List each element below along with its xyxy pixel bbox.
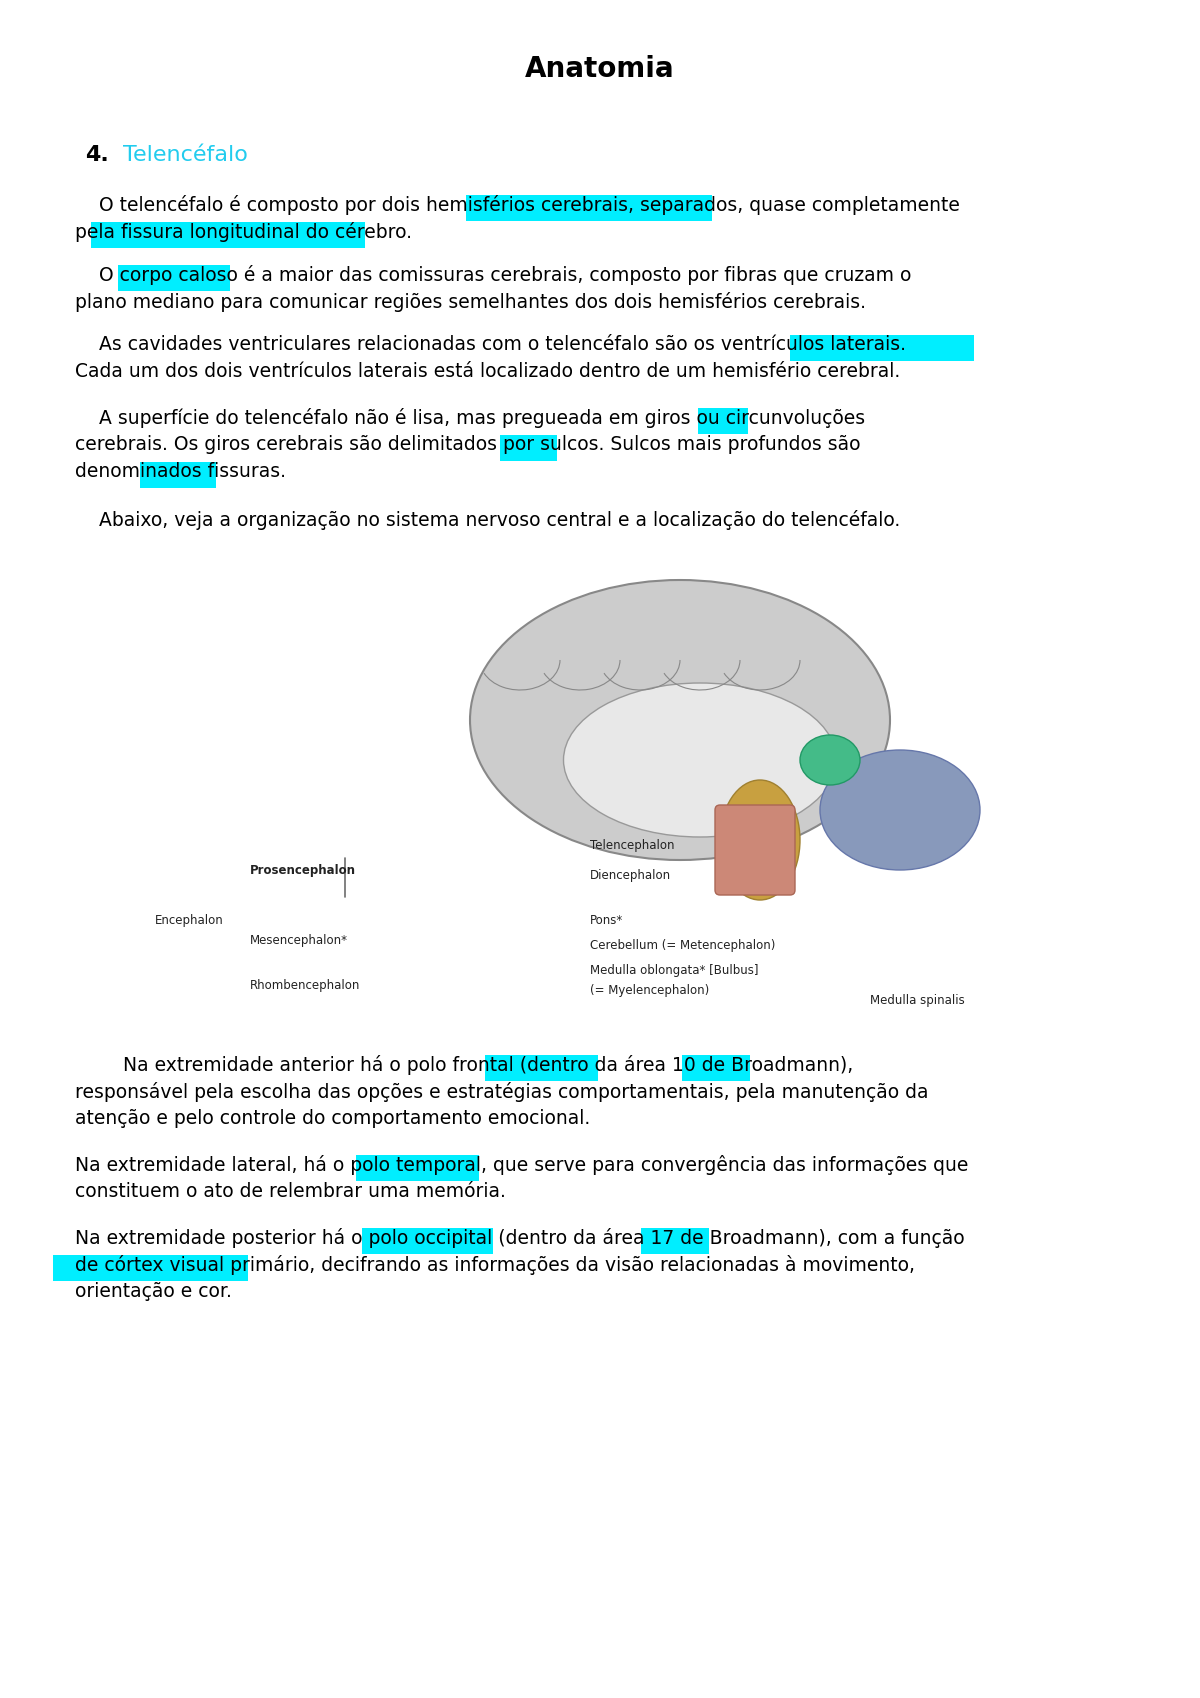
Bar [91,222,365,248]
Text: Medulla oblongata* [Bulbus]: Medulla oblongata* [Bulbus] [590,963,758,976]
Text: plano mediano para comunicar regiões semelhantes dos dois hemisférios cerebrais.: plano mediano para comunicar regiões sem… [74,292,866,312]
Bar [682,1054,750,1082]
Text: Telencephalon: Telencephalon [590,839,674,851]
Text: denominados fissuras.: denominados fissuras. [74,462,286,481]
Text: Cada um dos dois ventrículos laterais está localizado dentro de um hemisfério ce: Cada um dos dois ventrículos laterais es… [74,362,900,380]
Text: Mesencephalon*: Mesencephalon* [250,934,348,946]
Text: constituem o ato de relembrar uma memória.: constituem o ato de relembrar uma memóri… [74,1182,506,1200]
Bar [140,462,216,487]
Text: Anatomia: Anatomia [526,54,674,83]
Bar [790,335,974,362]
Text: Rhombencephalon: Rhombencephalon [250,978,360,992]
Text: de córtex visual primário, decifrando as informações da visão relacionadas à mov: de córtex visual primário, decifrando as… [74,1255,916,1275]
Text: (= Myelencephalon): (= Myelencephalon) [590,983,709,997]
Bar [362,1228,493,1255]
Text: Cerebellum (= Metencephalon): Cerebellum (= Metencephalon) [590,939,775,951]
Text: pela fissura longitudinal do cérebro.: pela fissura longitudinal do cérebro. [74,222,412,243]
Text: Diencephalon: Diencephalon [590,868,671,881]
Bar [53,1255,248,1280]
Bar [466,195,712,221]
Text: Na extremidade lateral, há o polo temporal, que serve para convergência das info: Na extremidade lateral, há o polo tempor… [74,1155,968,1175]
Text: O telencéfalo é composto por dois hemisférios cerebrais, separados, quase comple: O telencéfalo é composto por dois hemisf… [74,195,960,216]
Text: Na extremidade anterior há o polo frontal (dentro da área 10 de Broadmann),: Na extremidade anterior há o polo fronta… [74,1054,853,1075]
Ellipse shape [800,735,860,784]
Bar [500,435,557,460]
Text: A superfície do telencéfalo não é lisa, mas pregueada em giros ou circunvoluções: A superfície do telencéfalo não é lisa, … [74,408,865,428]
Text: responsável pela escolha das opções e estratégias comportamentais, pela manutenç: responsável pela escolha das opções e es… [74,1082,929,1102]
Ellipse shape [820,751,980,869]
Bar [118,265,230,290]
Bar [485,1054,598,1082]
Text: Pons*: Pons* [590,914,623,927]
Bar [698,408,748,435]
Text: O corpo caloso é a maior das comissuras cerebrais, composto por fibras que cruza: O corpo caloso é a maior das comissuras … [74,265,911,285]
Text: atenção e pelo controle do comportamento emocional.: atenção e pelo controle do comportamento… [74,1109,590,1127]
Ellipse shape [720,779,800,900]
Bar [641,1228,709,1255]
Text: 4.: 4. [85,144,109,165]
Ellipse shape [470,581,890,859]
Text: Abaixo, veja a organização no sistema nervoso central e a localização do telencé: Abaixo, veja a organização no sistema ne… [74,509,900,530]
Text: Encephalon: Encephalon [155,914,223,927]
Bar [356,1155,479,1182]
FancyBboxPatch shape [715,805,796,895]
Text: orientação e cor.: orientação e cor. [74,1282,232,1301]
Ellipse shape [564,683,836,837]
Text: Telencéfalo: Telencéfalo [124,144,248,165]
Text: As cavidades ventriculares relacionadas com o telencéfalo são os ventrículos lat: As cavidades ventriculares relacionadas … [74,335,906,353]
Text: Medulla spinalis: Medulla spinalis [870,993,965,1007]
Text: Prosencephalon: Prosencephalon [250,864,356,876]
Text: cerebrais. Os giros cerebrais são delimitados por sulcos. Sulcos mais profundos : cerebrais. Os giros cerebrais são delimi… [74,435,860,453]
Text: Na extremidade posterior há o polo occipital (dentro da área 17 de Broadmann), c: Na extremidade posterior há o polo occip… [74,1228,965,1248]
